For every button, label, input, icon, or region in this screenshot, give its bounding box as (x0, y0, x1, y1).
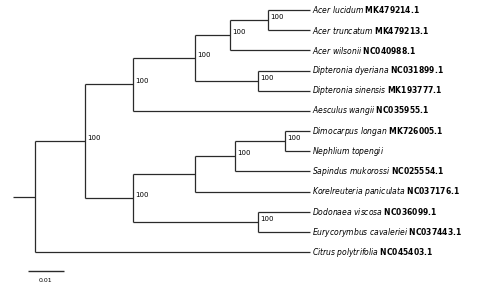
Text: 100: 100 (260, 75, 274, 81)
Text: $\bf\it{Aesculus\ wangii}$ $\bf{NC035955.1}$: $\bf\it{Aesculus\ wangii}$ $\bf{NC035955… (312, 104, 430, 117)
Text: $\bf\it{Eurycorymbus\ cavaleriei}$ $\bf{NC037443.1}$: $\bf\it{Eurycorymbus\ cavaleriei}$ $\bf{… (312, 225, 462, 239)
Text: $\bf\it{Citrus\ polytrifolia}$ $\bf{NC045403.1}$: $\bf\it{Citrus\ polytrifolia}$ $\bf{NC04… (312, 246, 434, 259)
Text: $\bf\it{Nephlium\ topengii}$: $\bf\it{Nephlium\ topengii}$ (312, 145, 384, 158)
Text: 100: 100 (232, 29, 246, 35)
Text: 100: 100 (135, 192, 148, 198)
Text: 100: 100 (260, 216, 274, 222)
Text: $\bf\it{Acer\ lucidum}$ $\bf{MK479214.1}$: $\bf\it{Acer\ lucidum}$ $\bf{MK479214.1}… (312, 5, 420, 15)
Text: 100: 100 (270, 14, 283, 20)
Text: 0.01: 0.01 (38, 278, 52, 283)
Text: $\bf\it{Acer\ wilsonii}$ $\bf{NC040988.1}$: $\bf\it{Acer\ wilsonii}$ $\bf{NC040988.1… (312, 45, 416, 56)
Text: 100: 100 (288, 135, 301, 141)
Text: $\bf\it{Sapindus\ mukorossi}$ $\bf{NC025554.1}$: $\bf\it{Sapindus\ mukorossi}$ $\bf{NC025… (312, 165, 444, 178)
Text: $\bf\it{Dimocarpus\ longan}$ $\bf{MK726005.1}$: $\bf\it{Dimocarpus\ longan}$ $\bf{MK7260… (312, 125, 444, 138)
Text: $\bf\it{Korelreuteria\ paniculata}$ $\bf{NC037176.1}$: $\bf\it{Korelreuteria\ paniculata}$ $\bf… (312, 185, 460, 198)
Text: 100: 100 (238, 150, 251, 156)
Text: $\bf\it{Acer\ truncatum}$ $\bf{MK479213.1}$: $\bf\it{Acer\ truncatum}$ $\bf{MK479213.… (312, 25, 430, 36)
Text: $\bf\it{Dodonaea\ viscosa}$ $\bf{NC036099.1}$: $\bf\it{Dodonaea\ viscosa}$ $\bf{NC03609… (312, 206, 438, 217)
Text: $\bf\it{Dipteronia\ dyeriana}$ $\bf{NC031899.1}$: $\bf\it{Dipteronia\ dyeriana}$ $\bf{NC03… (312, 64, 444, 77)
Text: 100: 100 (135, 78, 148, 84)
Text: 100: 100 (88, 135, 101, 141)
Text: 100: 100 (198, 52, 211, 58)
Text: $\bf\it{Dipteronia\ sinensis}$ $\bf{MK193777.1}$: $\bf\it{Dipteronia\ sinensis}$ $\bf{MK19… (312, 84, 442, 97)
